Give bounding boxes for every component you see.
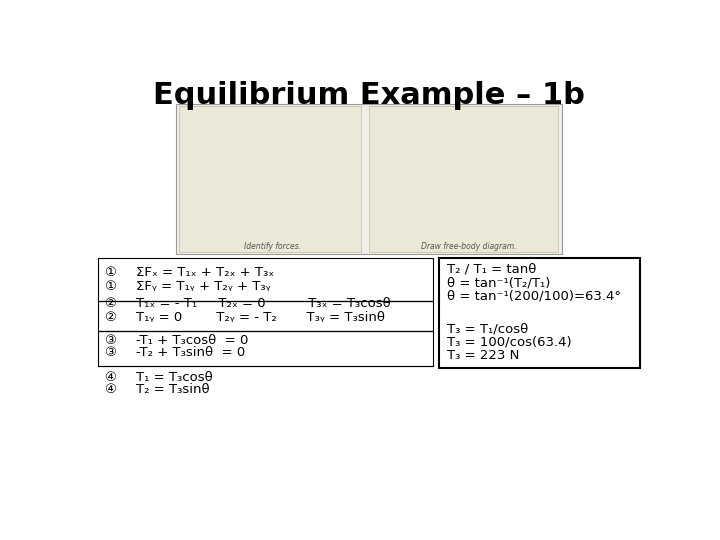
Text: ΣFᵧ = T₁ᵧ + T₂ᵧ + T₃ᵧ: ΣFᵧ = T₁ᵧ + T₂ᵧ + T₃ᵧ bbox=[136, 280, 271, 293]
Text: ①: ① bbox=[104, 280, 116, 293]
Text: ②: ② bbox=[104, 310, 116, 323]
Text: ③: ③ bbox=[104, 346, 116, 359]
Text: ②: ② bbox=[104, 298, 116, 310]
Text: ΣFₓ = T₁ₓ + T₂ₓ + T₃ₓ: ΣFₓ = T₁ₓ + T₂ₓ + T₃ₓ bbox=[136, 266, 274, 279]
Text: T₁ = T₃cosθ: T₁ = T₃cosθ bbox=[136, 371, 212, 384]
Bar bbox=[99, 301, 433, 331]
Text: Draw free-body diagram.: Draw free-body diagram. bbox=[421, 242, 517, 251]
Bar bbox=[99, 258, 433, 301]
Text: ③: ③ bbox=[104, 334, 116, 347]
Text: θ = tan⁻¹(T₂/T₁): θ = tan⁻¹(T₂/T₁) bbox=[447, 276, 551, 289]
Text: T₂ / T₁ = tanθ: T₂ / T₁ = tanθ bbox=[447, 263, 536, 276]
Text: Identify forces.: Identify forces. bbox=[244, 242, 301, 251]
Text: T₃ = 223 N: T₃ = 223 N bbox=[447, 349, 520, 362]
Bar bbox=[99, 331, 433, 366]
Text: ④: ④ bbox=[104, 371, 116, 384]
Bar bbox=[179, 106, 361, 252]
Text: -T₂ + T₃sinθ  = 0: -T₂ + T₃sinθ = 0 bbox=[136, 346, 245, 359]
Text: θ = tan⁻¹(200/100)=63.4°: θ = tan⁻¹(200/100)=63.4° bbox=[447, 290, 621, 303]
Text: ①: ① bbox=[104, 266, 116, 279]
Text: T₃ = T₁/cosθ: T₃ = T₁/cosθ bbox=[447, 322, 528, 335]
Text: -T₁ + T₃cosθ  = 0: -T₁ + T₃cosθ = 0 bbox=[136, 334, 248, 347]
Text: Equilibrium Example – 1b: Equilibrium Example – 1b bbox=[153, 82, 585, 111]
Text: T₂ = T₃sinθ: T₂ = T₃sinθ bbox=[136, 383, 210, 396]
Text: T₁ₓ = - T₁     T₂ₓ = 0          T₃ₓ = T₃cosθ: T₁ₓ = - T₁ T₂ₓ = 0 T₃ₓ = T₃cosθ bbox=[136, 298, 390, 310]
Text: T₃ = 100/cos(63.4): T₃ = 100/cos(63.4) bbox=[447, 336, 572, 349]
Bar bbox=[176, 104, 562, 254]
Text: T₁ᵧ = 0        T₂ᵧ = - T₂       T₃ᵧ = T₃sinθ: T₁ᵧ = 0 T₂ᵧ = - T₂ T₃ᵧ = T₃sinθ bbox=[136, 310, 384, 323]
Text: ④: ④ bbox=[104, 383, 116, 396]
Bar bbox=[369, 106, 558, 252]
Bar bbox=[438, 258, 639, 368]
